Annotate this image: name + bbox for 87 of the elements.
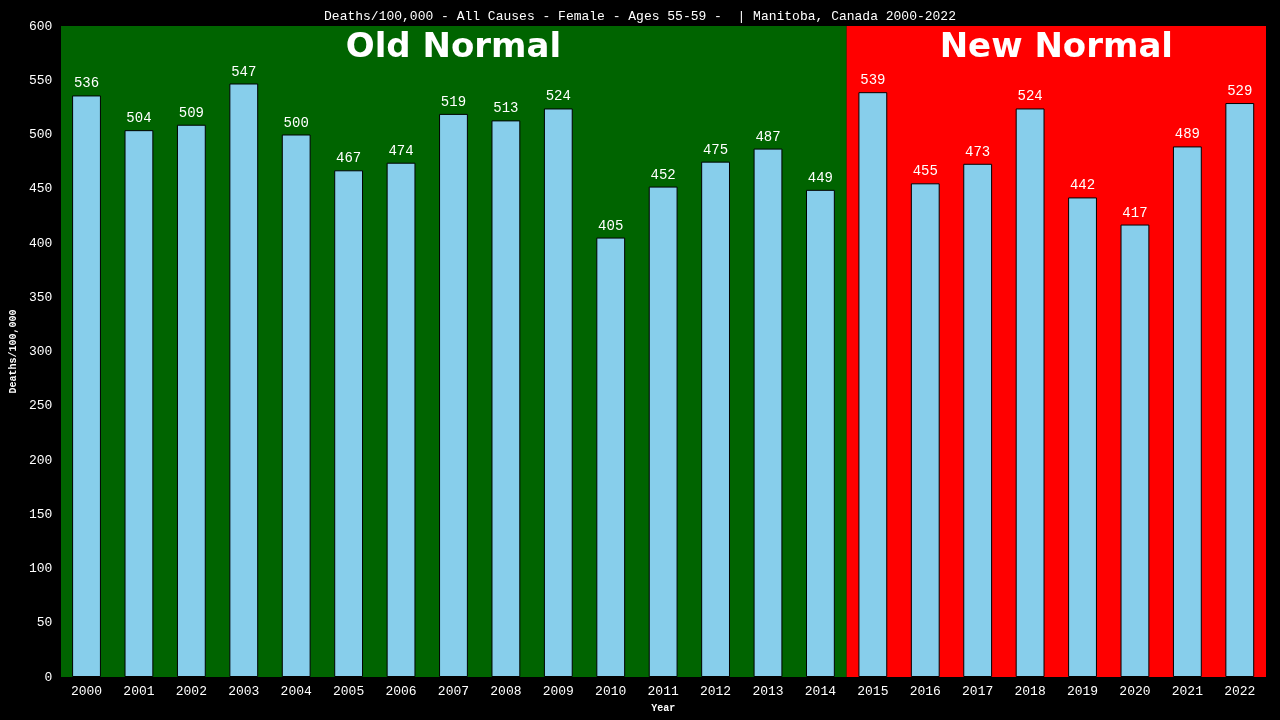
data-label: 529: [1227, 83, 1253, 100]
x-tick-label: 2022: [1224, 684, 1256, 699]
y-tick-label: 150: [28, 506, 53, 522]
bar: [1015, 108, 1045, 677]
data-label: 449: [807, 169, 834, 186]
y-tick-label: 550: [28, 72, 53, 88]
y-tick-label: 300: [28, 344, 53, 359]
x-tick-label: 2010: [595, 684, 627, 699]
y-tick-label: 600: [28, 18, 53, 34]
x-tick-label: 2015: [857, 684, 889, 699]
x-tick-label: 2007: [437, 684, 470, 699]
bar: [281, 134, 311, 677]
x-tick-label: 2002: [175, 684, 207, 699]
bar: [648, 186, 678, 677]
bar: [386, 162, 416, 677]
data-label: 475: [702, 141, 729, 158]
data-label: 524: [545, 88, 571, 105]
data-label: 442: [1069, 177, 1096, 194]
data-label: 547: [231, 63, 257, 80]
chart-title: Deaths/100,000 - All Causes - Female - Ages 55-59 - | Manitoba, Canada 2000-2022: [324, 9, 956, 24]
x-tick-label: 2004: [280, 684, 312, 699]
y-tick-label: 500: [28, 127, 53, 142]
bar: [176, 124, 206, 677]
bar: [806, 189, 835, 677]
data-label: 417: [1122, 204, 1148, 221]
x-tick-label: 2018: [1014, 684, 1046, 699]
data-label: 519: [440, 93, 467, 110]
y-axis-title: Deaths/100,000: [7, 309, 19, 394]
data-label: 405: [598, 217, 624, 234]
x-tick-label: 2000: [70, 684, 103, 699]
bar: [858, 92, 888, 677]
bar: [439, 113, 468, 677]
data-label: 452: [650, 166, 676, 183]
data-label: 487: [755, 128, 781, 145]
data-label: 500: [283, 114, 309, 131]
y-tick-label: 100: [28, 561, 53, 576]
y-tick-label: 350: [28, 289, 53, 305]
data-label: 489: [1174, 126, 1200, 143]
x-tick-label: 2012: [699, 684, 732, 699]
data-label: 504: [126, 110, 152, 127]
bar: [491, 120, 521, 677]
x-tick-label: 2016: [909, 684, 941, 699]
bar: [124, 130, 154, 677]
x-tick-label: 2008: [490, 684, 522, 699]
data-label: 474: [388, 142, 414, 159]
x-tick-label: 2021: [1171, 684, 1204, 699]
bar: [1120, 224, 1150, 677]
x-tick-label: 2005: [333, 684, 365, 699]
bar: [229, 83, 259, 677]
x-tick-label: 2009: [542, 684, 574, 699]
bar: [1172, 146, 1202, 677]
x-tick-label: 2020: [1119, 684, 1151, 699]
data-label: 455: [912, 163, 938, 180]
data-label: 536: [73, 75, 100, 92]
x-tick-label: 2017: [962, 684, 994, 699]
data-label: 524: [1017, 88, 1043, 105]
y-tick-label: 450: [28, 181, 53, 197]
x-tick-label: 2003: [228, 684, 260, 699]
data-label: 509: [178, 104, 204, 121]
y-tick-label: 50: [36, 615, 53, 631]
y-tick-label: 400: [28, 235, 53, 251]
bar: [910, 183, 940, 677]
y-tick-label: 200: [28, 452, 53, 468]
x-axis-title: Year: [651, 702, 676, 714]
bar: [72, 95, 101, 677]
band-label: New Normal: [939, 25, 1173, 65]
bar: [596, 237, 626, 677]
x-tick-label: 2011: [647, 684, 679, 699]
data-label: 513: [493, 100, 519, 117]
bar: [1068, 197, 1097, 677]
bar: [1225, 103, 1255, 677]
y-tick-label: 250: [28, 398, 53, 414]
bar: [334, 170, 364, 677]
x-tick-label: 2013: [752, 684, 784, 699]
bar: [753, 148, 783, 677]
band-label: Old Normal: [345, 25, 562, 65]
bar: [701, 161, 730, 677]
data-label: 467: [336, 150, 362, 167]
x-tick-label: 2006: [385, 684, 417, 699]
x-tick-label: 2001: [123, 684, 155, 699]
y-tick-label: 0: [44, 669, 53, 685]
data-label: 539: [860, 72, 886, 89]
x-tick-label: 2014: [804, 684, 837, 699]
x-tick-label: 2019: [1066, 684, 1099, 699]
data-label: 473: [965, 143, 991, 160]
bar: [543, 108, 573, 677]
bar: [963, 163, 993, 677]
